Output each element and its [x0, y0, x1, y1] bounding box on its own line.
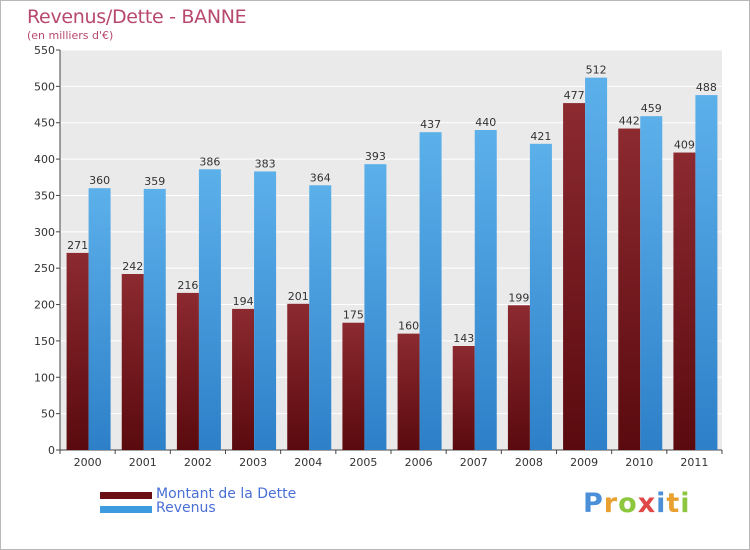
y-tick-label: 350 [34, 189, 55, 202]
x-tick-label: 2008 [515, 456, 543, 469]
y-tick-label: 100 [34, 371, 55, 384]
bar-dette [176, 292, 199, 450]
x-tick-label: 2011 [680, 456, 708, 469]
data-label-dette: 242 [122, 260, 143, 273]
bar-dette [452, 346, 475, 450]
y-tick-label: 400 [34, 153, 55, 166]
chart-title: Revenus/Dette - BANNE [27, 6, 247, 28]
bar-revenus [364, 164, 387, 450]
y-tick-label: 50 [41, 408, 55, 421]
bar-revenus [474, 130, 497, 450]
chart-subtitle: (en milliers d'€) [27, 29, 114, 42]
x-tick-label: 2000 [74, 456, 102, 469]
bar-revenus [309, 185, 332, 451]
x-tick-label: 2010 [625, 456, 653, 469]
data-label-dette: 160 [398, 320, 419, 333]
data-label-dette: 199 [508, 291, 529, 304]
x-tick-label: 2003 [239, 456, 267, 469]
logo-letter: r [603, 488, 619, 519]
bar-dette [507, 305, 530, 450]
legend-swatch-dette [100, 492, 152, 499]
data-label-dette: 409 [674, 139, 695, 152]
data-label-revenus: 512 [586, 64, 607, 77]
logo-letter: o [618, 488, 638, 519]
data-label-revenus: 364 [310, 171, 331, 184]
logo-letter: P [583, 488, 604, 519]
data-label-revenus: 359 [144, 175, 165, 188]
y-tick-label: 550 [34, 44, 55, 57]
data-label-revenus: 440 [475, 116, 496, 129]
logo-letter: i [680, 488, 691, 519]
y-tick-label: 250 [34, 262, 55, 275]
y-tick-label: 500 [34, 80, 55, 93]
x-tick-label: 2001 [129, 456, 157, 469]
x-tick-label: 2002 [184, 456, 212, 469]
plot-area [60, 50, 722, 450]
bar-revenus [143, 188, 166, 450]
y-tick-label: 300 [34, 226, 55, 239]
logo-letter: t [666, 488, 681, 519]
bar-dette [121, 274, 144, 450]
bar-dette [287, 303, 310, 450]
bar-revenus [88, 188, 111, 450]
bar-revenus [529, 143, 552, 450]
data-label-revenus: 437 [420, 118, 441, 131]
data-label-revenus: 459 [641, 102, 662, 115]
bar-dette [618, 128, 641, 450]
legend-label-dette: Montant de la Dette [156, 486, 297, 502]
bar-revenus [585, 77, 608, 451]
bar-dette [66, 252, 89, 450]
data-label-dette: 271 [67, 239, 88, 252]
bar-dette [673, 152, 696, 450]
proxiti-logo: Proxiti [583, 488, 691, 519]
data-label-revenus: 386 [199, 155, 220, 168]
data-label-dette: 201 [288, 290, 309, 303]
data-label-dette: 175 [343, 309, 364, 322]
bar-dette [342, 322, 365, 450]
data-label-revenus: 488 [696, 81, 717, 94]
bar-dette [563, 103, 586, 450]
legend-label-revenus: Revenus [156, 500, 216, 516]
y-tick-label: 0 [48, 444, 55, 457]
bar-revenus [640, 116, 663, 450]
x-tick-label: 2006 [405, 456, 433, 469]
logo-letter: i [656, 488, 667, 519]
x-tick-label: 2009 [570, 456, 598, 469]
bar-revenus [419, 132, 442, 450]
y-tick-label: 150 [34, 335, 55, 348]
y-tick-label: 200 [34, 299, 55, 312]
bar-dette [232, 308, 255, 450]
x-tick-label: 2007 [460, 456, 488, 469]
bar-revenus [695, 95, 718, 450]
legend-swatch-revenus [100, 506, 152, 513]
data-label-revenus: 393 [365, 150, 386, 163]
data-label-dette: 143 [453, 332, 474, 345]
bar-revenus [254, 171, 277, 451]
data-label-dette: 194 [233, 295, 254, 308]
data-label-dette: 442 [619, 115, 640, 128]
data-label-dette: 216 [177, 279, 198, 292]
x-tick-label: 2005 [349, 456, 377, 469]
bar-dette [397, 333, 420, 450]
logo-letter: x [637, 488, 657, 519]
data-label-dette: 477 [564, 89, 585, 102]
x-tick-label: 2004 [294, 456, 322, 469]
data-label-revenus: 421 [530, 130, 551, 143]
data-label-revenus: 383 [255, 157, 276, 170]
data-label-revenus: 360 [89, 174, 110, 187]
y-tick-label: 450 [34, 117, 55, 130]
bar-revenus [198, 169, 221, 451]
